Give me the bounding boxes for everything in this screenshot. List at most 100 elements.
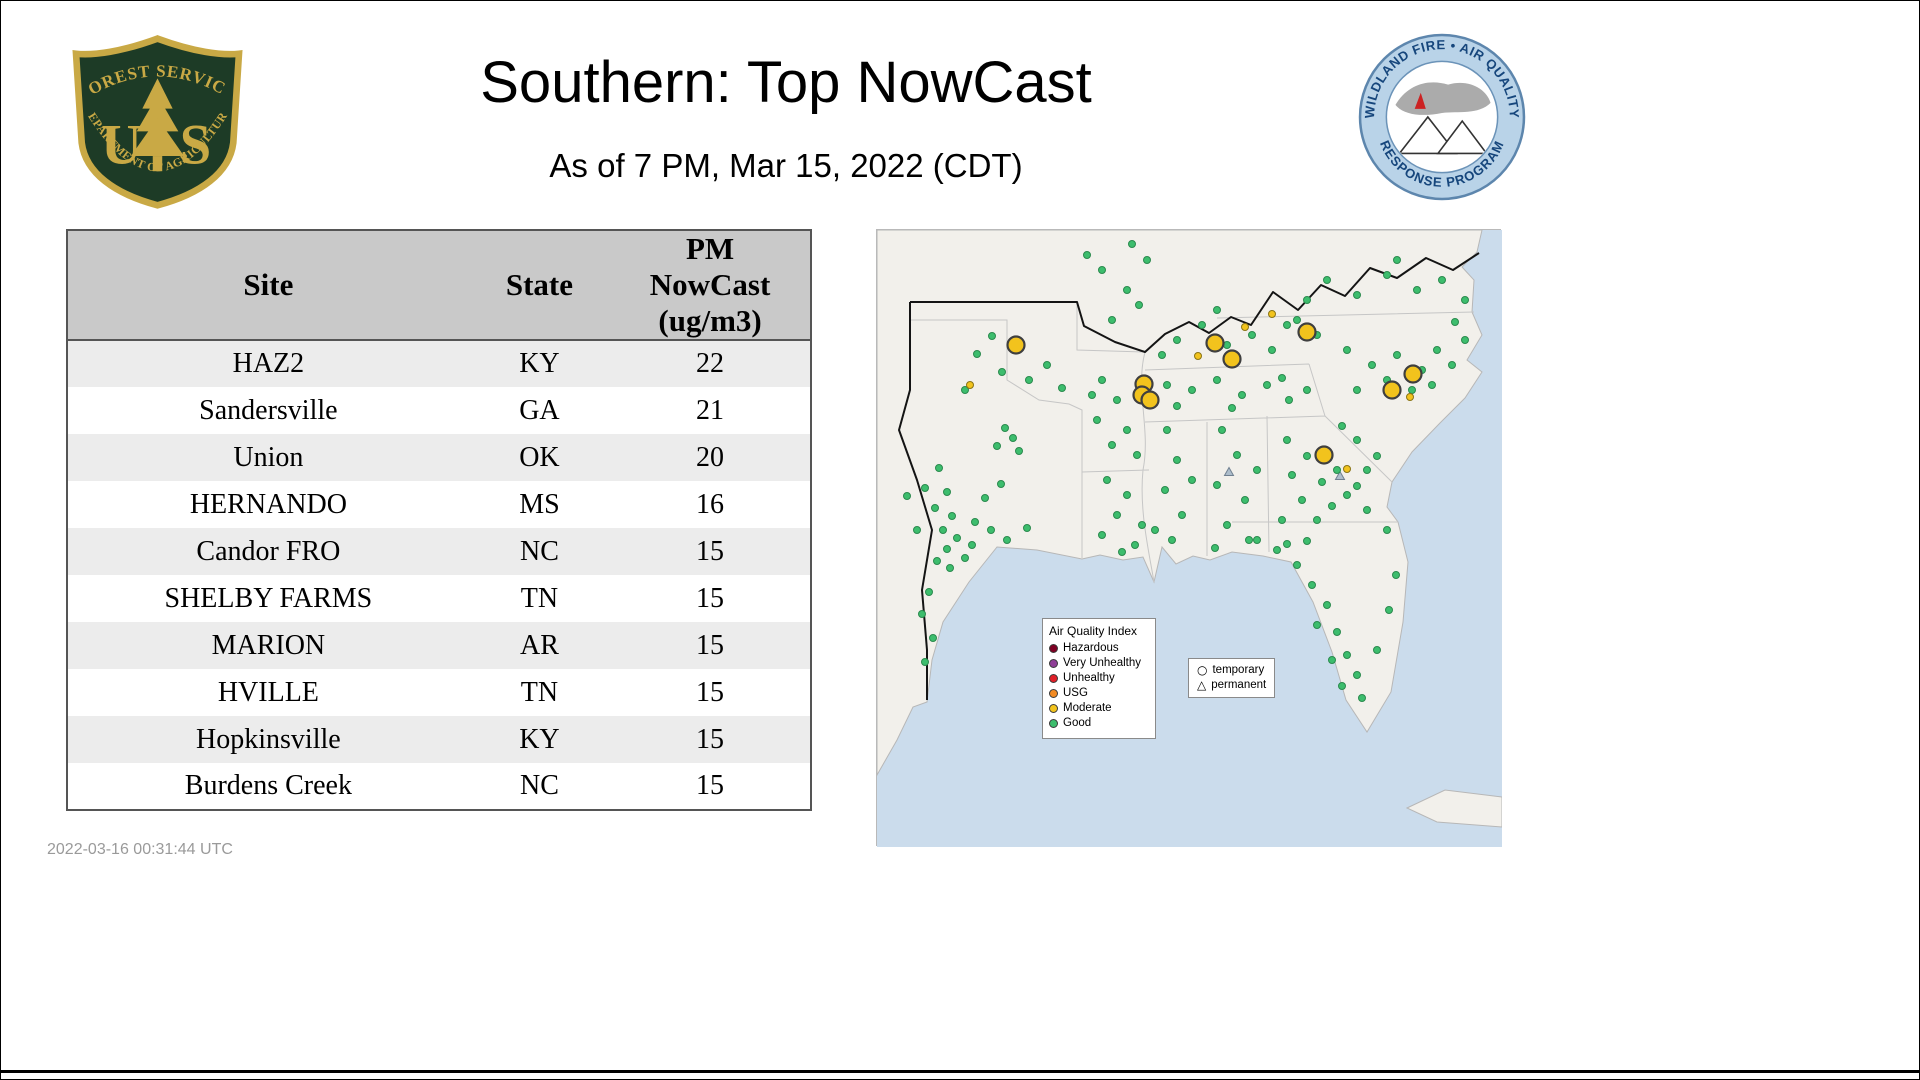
legend-item: Unhealthy <box>1049 672 1149 684</box>
state-cell: MS <box>519 488 560 520</box>
generated-timestamp: 2022-03-16 00:31:44 UTC <box>47 841 233 858</box>
moderate-aqi-marker-small <box>1268 310 1276 318</box>
good-aqi-marker <box>1123 491 1131 499</box>
good-aqi-marker <box>1098 376 1106 384</box>
good-aqi-marker <box>931 504 939 512</box>
good-aqi-marker <box>1451 318 1459 326</box>
good-aqi-marker <box>1283 540 1291 548</box>
good-aqi-marker <box>1308 581 1316 589</box>
land <box>877 230 1483 777</box>
good-aqi-marker <box>921 658 929 666</box>
good-aqi-marker <box>1338 422 1346 430</box>
moderate-aqi-marker-large <box>1140 390 1160 410</box>
table-row: Union OK 20 <box>67 434 811 481</box>
value-cell: 20 <box>696 441 725 473</box>
good-aqi-marker <box>948 512 956 520</box>
good-aqi-marker <box>1353 386 1361 394</box>
good-aqi-marker <box>1433 346 1441 354</box>
moderate-aqi-marker-large <box>1297 322 1317 342</box>
good-aqi-marker <box>988 332 996 340</box>
good-aqi-marker <box>1313 516 1321 524</box>
good-aqi-marker <box>1278 516 1286 524</box>
good-aqi-marker <box>1098 266 1106 274</box>
good-aqi-marker <box>1173 402 1181 410</box>
column-header: PM NowCast (ug/m3) <box>610 230 811 341</box>
good-aqi-marker <box>1353 291 1361 299</box>
good-aqi-marker <box>1223 521 1231 529</box>
legend-swatch <box>1049 658 1058 668</box>
good-aqi-marker <box>1118 548 1126 556</box>
good-aqi-marker <box>1393 351 1401 359</box>
good-aqi-marker <box>1173 456 1181 464</box>
state-cell: KY <box>519 348 560 379</box>
permanent-station-marker <box>1223 466 1235 476</box>
fire-marker-icon <box>1414 92 1426 109</box>
good-aqi-marker <box>1058 384 1066 392</box>
good-aqi-marker <box>1328 656 1336 664</box>
site-cell: Hopkinsville <box>196 723 341 755</box>
legend-item: USG <box>1049 687 1149 699</box>
value-cell: 16 <box>696 488 725 520</box>
good-aqi-marker <box>1385 606 1393 614</box>
value-cell: 21 <box>696 394 725 426</box>
good-aqi-marker <box>1088 391 1096 399</box>
good-aqi-marker <box>1373 646 1381 654</box>
good-aqi-marker <box>1392 571 1400 579</box>
good-aqi-marker <box>961 554 969 562</box>
moderate-aqi-marker-large <box>1205 333 1225 353</box>
table-row: SHELBY FARMS TN 15 <box>67 575 811 622</box>
good-aqi-marker <box>1273 546 1281 554</box>
legend-swatch <box>1049 703 1058 713</box>
good-aqi-marker <box>1211 544 1219 552</box>
site-cell: HAZ2 <box>232 348 305 379</box>
temporary-circle-icon: ○ <box>1197 663 1208 677</box>
good-aqi-marker <box>1323 276 1331 284</box>
moderate-aqi-marker-large <box>1314 445 1334 465</box>
header: Southern: Top NowCast As of 7 PM, Mar 15… <box>301 51 1271 185</box>
good-aqi-marker <box>1293 316 1301 324</box>
good-aqi-marker <box>1023 524 1031 532</box>
good-aqi-marker <box>1338 682 1346 690</box>
good-aqi-marker <box>1233 451 1241 459</box>
good-aqi-marker <box>1343 491 1351 499</box>
value-cell: 15 <box>696 535 725 567</box>
legend-label: Good <box>1063 717 1092 729</box>
legend-swatch <box>1049 688 1058 698</box>
wfaqrp-logo: WILDLAND FIRE • AIR QUALITY RESPONSE PRO… <box>1357 32 1527 207</box>
good-aqi-marker <box>918 610 926 618</box>
good-aqi-marker <box>1461 336 1469 344</box>
good-aqi-marker <box>987 526 995 534</box>
moderate-aqi-marker-small <box>1194 352 1202 360</box>
value-cell: 22 <box>696 348 725 379</box>
good-aqi-marker <box>998 368 1006 376</box>
good-aqi-marker <box>1253 466 1261 474</box>
good-aqi-marker <box>1263 381 1271 389</box>
good-aqi-marker <box>1298 496 1306 504</box>
legend-label: USG <box>1063 687 1088 699</box>
usfs-shield-icon: FOREST SERVICE U S DEPARTMENT OF AGRICUL… <box>57 16 243 209</box>
good-aqi-marker <box>1448 361 1456 369</box>
nowcast-table: Site State PM NowCast (ug/m3) HAZ2 KY 22 Sand… <box>66 229 812 811</box>
aqi-legend-title: Air Quality Index <box>1049 624 1138 638</box>
good-aqi-marker <box>1353 671 1361 679</box>
good-aqi-marker <box>1245 536 1253 544</box>
good-aqi-marker <box>1268 346 1276 354</box>
good-aqi-marker <box>1128 240 1136 248</box>
good-aqi-marker <box>1413 286 1421 294</box>
good-aqi-marker <box>1213 376 1221 384</box>
good-aqi-marker <box>1003 536 1011 544</box>
moderate-aqi-marker-small <box>1241 323 1249 331</box>
legend-item: Hazardous <box>1049 642 1149 654</box>
good-aqi-marker <box>1213 306 1221 314</box>
legend-label: Moderate <box>1063 702 1112 714</box>
good-aqi-marker <box>1161 486 1169 494</box>
good-aqi-marker <box>1083 251 1091 259</box>
good-aqi-marker <box>1138 521 1146 529</box>
legend-swatch <box>1049 718 1058 728</box>
good-aqi-marker <box>1353 436 1361 444</box>
state-cell: TN <box>520 676 559 708</box>
good-aqi-marker <box>1333 628 1341 636</box>
moderate-aqi-marker-large <box>1222 349 1242 369</box>
moderate-aqi-marker-small <box>1406 393 1414 401</box>
good-aqi-marker <box>1343 651 1351 659</box>
